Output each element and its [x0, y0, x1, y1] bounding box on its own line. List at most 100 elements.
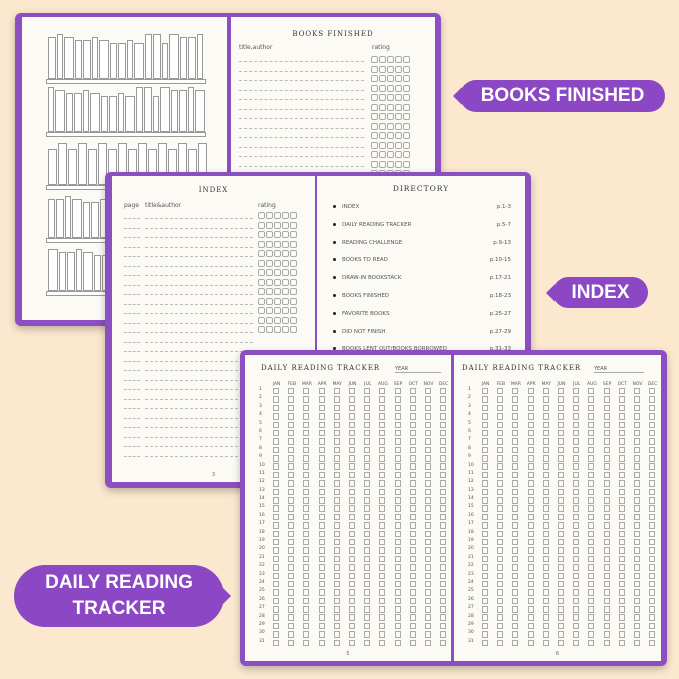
- day-checkbox[interactable]: [303, 446, 310, 454]
- rating-box[interactable]: [258, 288, 265, 295]
- day-checkbox[interactable]: [497, 555, 504, 563]
- day-checkbox[interactable]: [348, 505, 355, 512]
- day-checkbox[interactable]: [379, 614, 386, 621]
- day-checkbox[interactable]: [573, 614, 580, 621]
- rating-box[interactable]: [274, 212, 281, 219]
- day-checkbox[interactable]: [512, 564, 519, 571]
- day-checkbox[interactable]: [424, 555, 431, 563]
- day-checkbox[interactable]: [348, 572, 355, 580]
- day-checkbox[interactable]: [527, 471, 534, 479]
- day-checkbox[interactable]: [557, 505, 564, 512]
- rating-box[interactable]: [258, 212, 265, 219]
- day-checkbox[interactable]: [303, 580, 310, 588]
- day-checkbox[interactable]: [364, 505, 371, 512]
- rating-box[interactable]: [266, 231, 273, 238]
- day-checkbox[interactable]: [273, 421, 279, 428]
- day-checkbox[interactable]: [557, 497, 564, 504]
- day-checkbox[interactable]: [409, 538, 416, 546]
- day-checkbox[interactable]: [588, 555, 595, 563]
- rating-box[interactable]: [258, 269, 265, 276]
- day-checkbox[interactable]: [512, 555, 519, 563]
- day-checkbox[interactable]: [588, 463, 595, 470]
- day-checkbox[interactable]: [379, 429, 386, 437]
- day-checkbox[interactable]: [424, 396, 431, 403]
- day-checkbox[interactable]: [649, 614, 656, 621]
- day-checkbox[interactable]: [497, 614, 504, 621]
- day-checkbox[interactable]: [394, 589, 401, 596]
- day-checkbox[interactable]: [440, 547, 447, 554]
- day-checkbox[interactable]: [394, 580, 401, 588]
- day-checkbox[interactable]: [573, 455, 580, 462]
- day-checkbox[interactable]: [482, 639, 488, 647]
- day-checkbox[interactable]: [527, 606, 534, 613]
- day-checkbox[interactable]: [424, 572, 431, 580]
- year-field[interactable]: YEAR: [395, 366, 441, 373]
- day-checkbox[interactable]: [318, 522, 325, 529]
- day-checkbox[interactable]: [364, 497, 371, 504]
- day-checkbox[interactable]: [603, 463, 610, 470]
- day-checkbox[interactable]: [633, 622, 640, 630]
- day-checkbox[interactable]: [482, 631, 488, 638]
- day-checkbox[interactable]: [633, 463, 640, 470]
- day-checkbox[interactable]: [573, 429, 580, 437]
- day-checkbox[interactable]: [482, 522, 488, 529]
- day-checkbox[interactable]: [542, 480, 549, 487]
- day-checkbox[interactable]: [273, 614, 279, 621]
- rating-box[interactable]: [274, 240, 281, 248]
- rating-box[interactable]: [403, 84, 410, 92]
- day-checkbox[interactable]: [394, 622, 401, 630]
- day-checkbox[interactable]: [497, 580, 504, 588]
- day-checkbox[interactable]: [542, 438, 549, 445]
- day-checkbox[interactable]: [440, 463, 447, 470]
- day-checkbox[interactable]: [482, 421, 488, 428]
- rating-box[interactable]: [282, 231, 289, 238]
- day-checkbox[interactable]: [633, 429, 640, 437]
- day-checkbox[interactable]: [542, 429, 549, 437]
- day-checkbox[interactable]: [557, 530, 564, 538]
- day-checkbox[interactable]: [618, 413, 625, 420]
- day-checkbox[interactable]: [409, 530, 416, 538]
- day-checkbox[interactable]: [482, 471, 488, 479]
- day-checkbox[interactable]: [603, 522, 610, 529]
- day-checkbox[interactable]: [394, 547, 401, 554]
- rating-box[interactable]: [274, 316, 281, 324]
- day-checkbox[interactable]: [364, 555, 371, 563]
- day-checkbox[interactable]: [527, 614, 534, 621]
- day-checkbox[interactable]: [379, 513, 386, 521]
- day-checkbox[interactable]: [527, 455, 534, 462]
- day-checkbox[interactable]: [649, 606, 656, 613]
- directory-item[interactable]: DID NOT FINISH p.27-29: [333, 329, 511, 335]
- day-checkbox[interactable]: [633, 497, 640, 504]
- day-checkbox[interactable]: [542, 463, 549, 470]
- day-checkbox[interactable]: [542, 446, 549, 454]
- day-checkbox[interactable]: [588, 606, 595, 613]
- day-checkbox[interactable]: [364, 387, 371, 395]
- day-checkbox[interactable]: [482, 580, 488, 588]
- day-checkbox[interactable]: [527, 505, 534, 512]
- day-checkbox[interactable]: [333, 505, 340, 512]
- day-checkbox[interactable]: [364, 471, 371, 479]
- day-checkbox[interactable]: [409, 455, 416, 462]
- day-checkbox[interactable]: [603, 597, 610, 605]
- day-checkbox[interactable]: [557, 421, 564, 428]
- day-checkbox[interactable]: [348, 463, 355, 470]
- day-checkbox[interactable]: [273, 555, 279, 563]
- day-checkbox[interactable]: [440, 522, 447, 529]
- day-checkbox[interactable]: [288, 438, 295, 445]
- day-checkbox[interactable]: [542, 639, 549, 647]
- day-checkbox[interactable]: [482, 572, 488, 580]
- day-checkbox[interactable]: [512, 631, 519, 638]
- day-checkbox[interactable]: [424, 446, 431, 454]
- day-checkbox[interactable]: [512, 639, 519, 647]
- rating-box[interactable]: [379, 141, 386, 149]
- rating-box[interactable]: [403, 56, 410, 63]
- rating-box[interactable]: [379, 113, 386, 120]
- day-checkbox[interactable]: [497, 606, 504, 613]
- rating-box[interactable]: [387, 141, 394, 149]
- day-checkbox[interactable]: [512, 421, 519, 428]
- day-checkbox[interactable]: [633, 505, 640, 512]
- day-checkbox[interactable]: [512, 572, 519, 580]
- rating-box[interactable]: [379, 65, 386, 73]
- day-checkbox[interactable]: [633, 631, 640, 638]
- rating-box[interactable]: [274, 278, 281, 286]
